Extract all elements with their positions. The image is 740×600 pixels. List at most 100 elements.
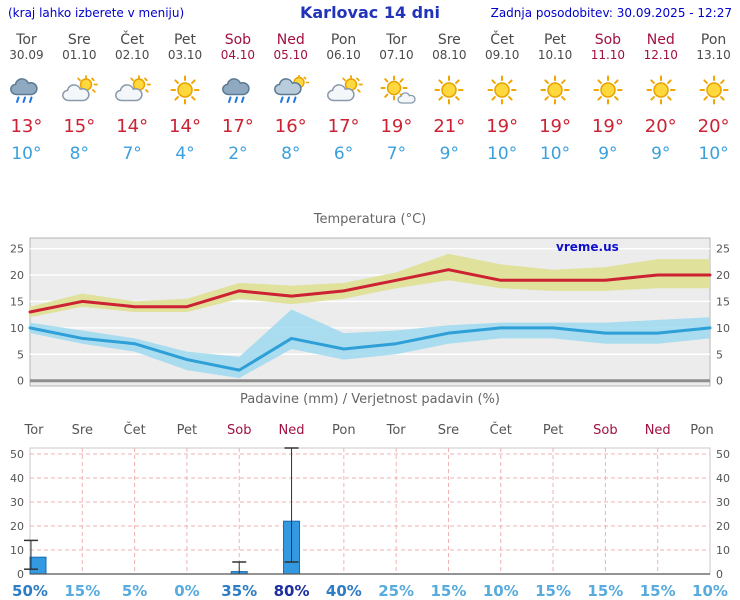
day-low-temp: 10° [539,144,571,164]
partly-icon [317,75,370,107]
y-tick-label: 40 [10,472,24,485]
day-high-temp: 13° [10,116,43,137]
day-date: 30.09 [9,48,44,62]
sun-icon [476,75,529,107]
sun-icon [581,75,634,107]
precip-day-label: Tor [386,423,407,438]
precip-probability-label: 15% [431,582,467,600]
forecast-day: Sob 04.10 17° 2° [211,30,264,195]
temperature-chart-title: Temperatura (°C) [313,212,427,227]
day-date: 03.10 [167,48,203,62]
precip-day-label: Pon [690,423,714,438]
precip-day-label: Sre [72,423,93,438]
day-low-temp: 9° [439,144,459,164]
day-high-temp: 19° [380,116,413,137]
temp-plot-area [29,237,711,387]
day-high-temp: 19° [591,116,624,137]
day-high-temp: 14° [169,116,201,137]
day-name: Čet [120,32,145,48]
day-high-temp: 15° [63,116,96,137]
precip-probability-label: 5% [122,582,147,600]
day-low-temp: 2° [228,144,248,164]
temperature-chart: 0 0 5 5 10 10 15 15 20 20 25 25 [10,237,730,388]
day-name: Pon [330,32,357,48]
day-date: 11.10 [590,48,626,62]
day-low-temp: 7° [386,144,407,164]
y-tick-label: 10 [10,322,24,335]
precip-probability-label: 10% [483,582,519,600]
precip-day-label: Ned [279,423,305,438]
y-tick-label: 30 [716,496,730,509]
y-tick-label: 15 [716,295,730,308]
day-high-temp: 16° [274,116,307,137]
vreme-us-link[interactable]: vreme.us [556,240,619,254]
y-tick-label: 0 [17,568,24,581]
day-date: 13.10 [696,48,731,62]
day-high-temp: 17° [327,116,360,137]
day-name: Sre [437,32,461,48]
page-title: Karlovac 14 dni [299,3,440,22]
day-low-temp: 8° [281,144,301,164]
forecast-day: Čet 02.10 14° 7° [106,30,159,195]
day-name: Pet [544,32,567,48]
day-high-temp: 19° [539,116,571,137]
menu-hint-text: (kraj lahko izberete v meniju) [8,6,185,20]
rain-icon [0,75,53,107]
forecast-day: Tor 07.10 19° 7° [370,30,423,195]
sun-cloud-icon [370,75,423,107]
day-low-temp: 10° [698,144,729,164]
day-date: 08.10 [432,48,467,62]
day-high-temp: 14° [116,116,149,137]
y-tick-label: 50 [716,448,730,461]
min-temp-line [28,326,712,372]
day-high-temp: 20° [697,116,730,137]
y-tick-label: 20 [10,520,24,533]
y-tick-label: 5 [17,348,24,361]
day-date: 09.10 [484,48,520,62]
partly-icon [53,75,106,107]
day-high-temp: 20° [644,116,677,137]
day-high-temp: 19° [486,116,519,137]
forecast-day: Sre 01.10 15° 8° [53,30,106,195]
day-low-temp: 4° [175,144,195,164]
precip-day-label: Tor [23,423,44,438]
precip-probability-label: 15% [587,582,623,600]
y-tick-label: 25 [10,243,24,256]
day-low-temp: 8° [69,144,89,164]
forecast-day: Tor 30.09 13° 10° [0,30,53,195]
precip-probability-label: 50% [12,582,48,600]
forecast-day: Čet 09.10 19° 10° [476,30,529,195]
day-name: Sob [594,32,622,48]
temperature-section: Temperatura (°C) 0 0 5 5 10 10 15 15 20 20 25 25 vr… [0,212,740,396]
y-tick-label: 10 [716,322,730,335]
day-date: 01.10 [62,48,97,62]
precipitation-chart: 0 0 10 10 20 20 30 30 40 40 50 50 Tor Sre Čet Pet Sob Ned… [10,422,730,600]
sun-icon [423,75,476,107]
page-header: (kraj lahko izberete v meniju) Karlovac … [0,0,740,26]
day-date: 02.10 [114,48,150,62]
day-date: 04.10 [220,48,256,62]
day-date: 07.10 [379,48,414,62]
forecast-day: Ned 05.10 16° 8° [264,30,317,195]
precip-probability-label: 35% [221,582,257,600]
forecast-day: Pet 03.10 14° 4° [159,30,212,195]
y-tick-label: 25 [716,243,730,256]
y-tick-label: 30 [10,496,24,509]
precipitation-section: Padavine (mm) / Verjetnost padavin (%) 0… [0,392,740,600]
precip-probability-label: 15% [535,582,571,600]
sun-icon [634,75,687,107]
y-tick-label: 0 [17,375,24,388]
max-temp-line [28,268,712,314]
y-tick-label: 50 [10,448,24,461]
rain-icon [211,75,264,107]
y-tick-label: 0 [716,568,723,581]
precip-bar [29,556,47,575]
precip-day-label: Pet [177,423,197,438]
forecast-strip: Tor 30.09 13° 10° Sre 01.10 15° 8° Čet 02.10 14° 7°… [0,30,740,195]
day-low-temp: 9° [598,144,618,164]
precip-plot-area [29,447,711,575]
precip-probability-label: 15% [64,582,100,600]
day-high-temp: 21° [433,116,466,137]
precip-day-label: Sob [593,423,617,438]
forecast-day: Sob 11.10 19° 9° [581,30,634,195]
